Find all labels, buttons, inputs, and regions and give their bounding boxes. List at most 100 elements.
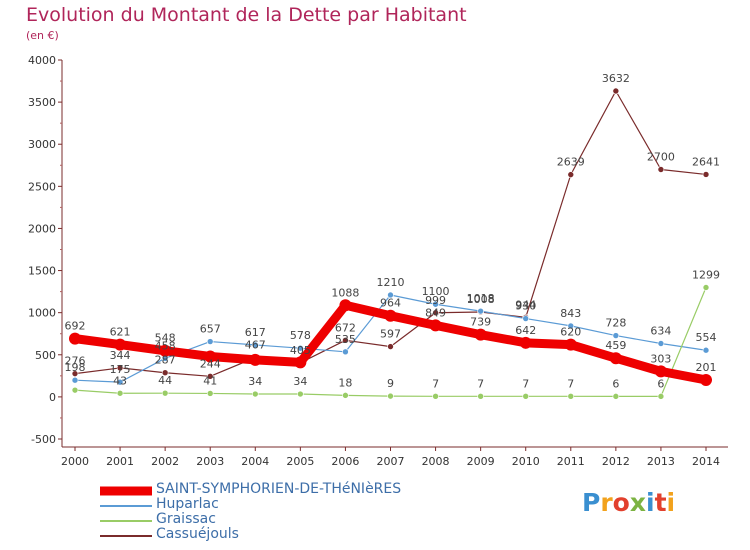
data-label: 728 <box>605 317 626 330</box>
data-label: 617 <box>245 326 266 339</box>
data-label: 930 <box>515 300 536 313</box>
data-label: 657 <box>200 323 221 336</box>
data-label: 944 <box>515 298 536 311</box>
legend-label: Huparlac <box>156 496 219 512</box>
data-point <box>702 171 710 178</box>
data-point <box>700 373 712 386</box>
data-label: 739 <box>470 316 491 329</box>
data-point <box>116 364 124 372</box>
data-label: 44 <box>158 374 172 387</box>
data-point <box>612 87 620 95</box>
data-point <box>342 392 349 399</box>
y-tick-label: 3500 <box>28 96 56 109</box>
x-tick-label: 2014 <box>692 455 720 468</box>
data-label: 692 <box>65 320 86 333</box>
data-point <box>477 307 484 315</box>
data-point <box>206 338 214 345</box>
data-point <box>387 291 394 299</box>
data-point <box>342 336 349 344</box>
data-label: 34 <box>248 375 262 388</box>
data-label: 964 <box>380 297 401 310</box>
data-point <box>249 353 262 366</box>
legend-swatch <box>100 520 152 522</box>
data-label: 244 <box>200 357 221 370</box>
data-point <box>161 389 169 397</box>
x-tick-label: 2003 <box>196 455 224 468</box>
data-label: 7 <box>522 377 529 390</box>
proxiti-logo: Proxiti <box>582 488 676 517</box>
data-label: 620 <box>560 326 581 339</box>
y-tick-label: 4000 <box>28 54 56 67</box>
y-tick-label: 2000 <box>28 222 56 235</box>
y-tick-label: 1000 <box>28 307 56 320</box>
data-label: 344 <box>110 349 131 362</box>
legend-label: Cassuéjouls <box>156 526 239 542</box>
data-point <box>251 390 259 398</box>
data-point <box>71 370 79 377</box>
data-label: 18 <box>338 376 352 389</box>
data-label: 1008 <box>467 293 495 306</box>
data-point <box>297 344 304 352</box>
data-label: 849 <box>425 306 446 319</box>
data-point <box>71 386 79 394</box>
x-tick-label: 2009 <box>467 455 495 468</box>
data-point <box>114 338 127 351</box>
data-point <box>161 369 169 377</box>
data-label: 6 <box>612 377 619 390</box>
data-point <box>474 328 487 341</box>
data-point <box>567 322 575 330</box>
data-label: 999 <box>425 294 446 307</box>
data-label: 6 <box>657 377 664 390</box>
data-point <box>654 365 667 378</box>
data-label: 303 <box>650 352 671 365</box>
data-point <box>564 338 577 351</box>
data-label: 175 <box>110 363 131 376</box>
data-point <box>522 392 530 400</box>
data-point <box>251 341 259 349</box>
y-tick-label: 1500 <box>28 265 56 278</box>
data-point <box>432 309 439 317</box>
data-label: 458 <box>155 339 176 352</box>
data-point <box>206 373 214 380</box>
y-tick-label: 0 <box>49 391 56 404</box>
x-tick-label: 2002 <box>151 455 179 468</box>
data-label: 276 <box>65 355 86 368</box>
data-point <box>204 350 217 363</box>
data-point <box>657 166 665 173</box>
y-tick-label: 3000 <box>28 138 56 151</box>
data-point <box>567 392 575 400</box>
data-point <box>116 378 124 386</box>
legend-swatch <box>100 535 152 537</box>
data-label: 843 <box>560 307 581 320</box>
x-tick-label: 2010 <box>512 455 540 468</box>
data-label: 7 <box>567 377 574 390</box>
data-label: 7 <box>477 377 484 390</box>
data-label: 9 <box>387 377 394 390</box>
data-label: 287 <box>155 354 176 367</box>
data-point <box>159 344 172 357</box>
y-tick-label: -500 <box>31 433 56 446</box>
data-point <box>69 332 81 345</box>
legend-label: SAINT-SYMPHORIEN-DE-THéNIèRES <box>156 481 402 497</box>
data-label: 41 <box>203 374 217 387</box>
data-label: 634 <box>650 324 671 337</box>
data-point <box>429 319 442 332</box>
data-label: 578 <box>290 329 311 342</box>
data-point <box>657 340 665 347</box>
data-point <box>387 392 394 400</box>
data-point <box>116 389 124 397</box>
x-tick-label: 2008 <box>422 455 450 468</box>
y-tick-label: 500 <box>35 349 56 362</box>
data-label: 2639 <box>557 156 585 169</box>
data-label: 535 <box>335 333 356 346</box>
data-label: 672 <box>335 321 356 334</box>
data-point <box>387 343 394 350</box>
data-point <box>432 300 439 308</box>
x-tick-label: 2005 <box>286 455 314 468</box>
data-label: 2700 <box>647 150 675 163</box>
data-point <box>702 284 710 291</box>
legend-swatch <box>100 505 152 507</box>
unit-label: (en €) <box>26 29 59 42</box>
data-label: 1299 <box>692 268 720 281</box>
data-label: 7 <box>432 377 439 390</box>
